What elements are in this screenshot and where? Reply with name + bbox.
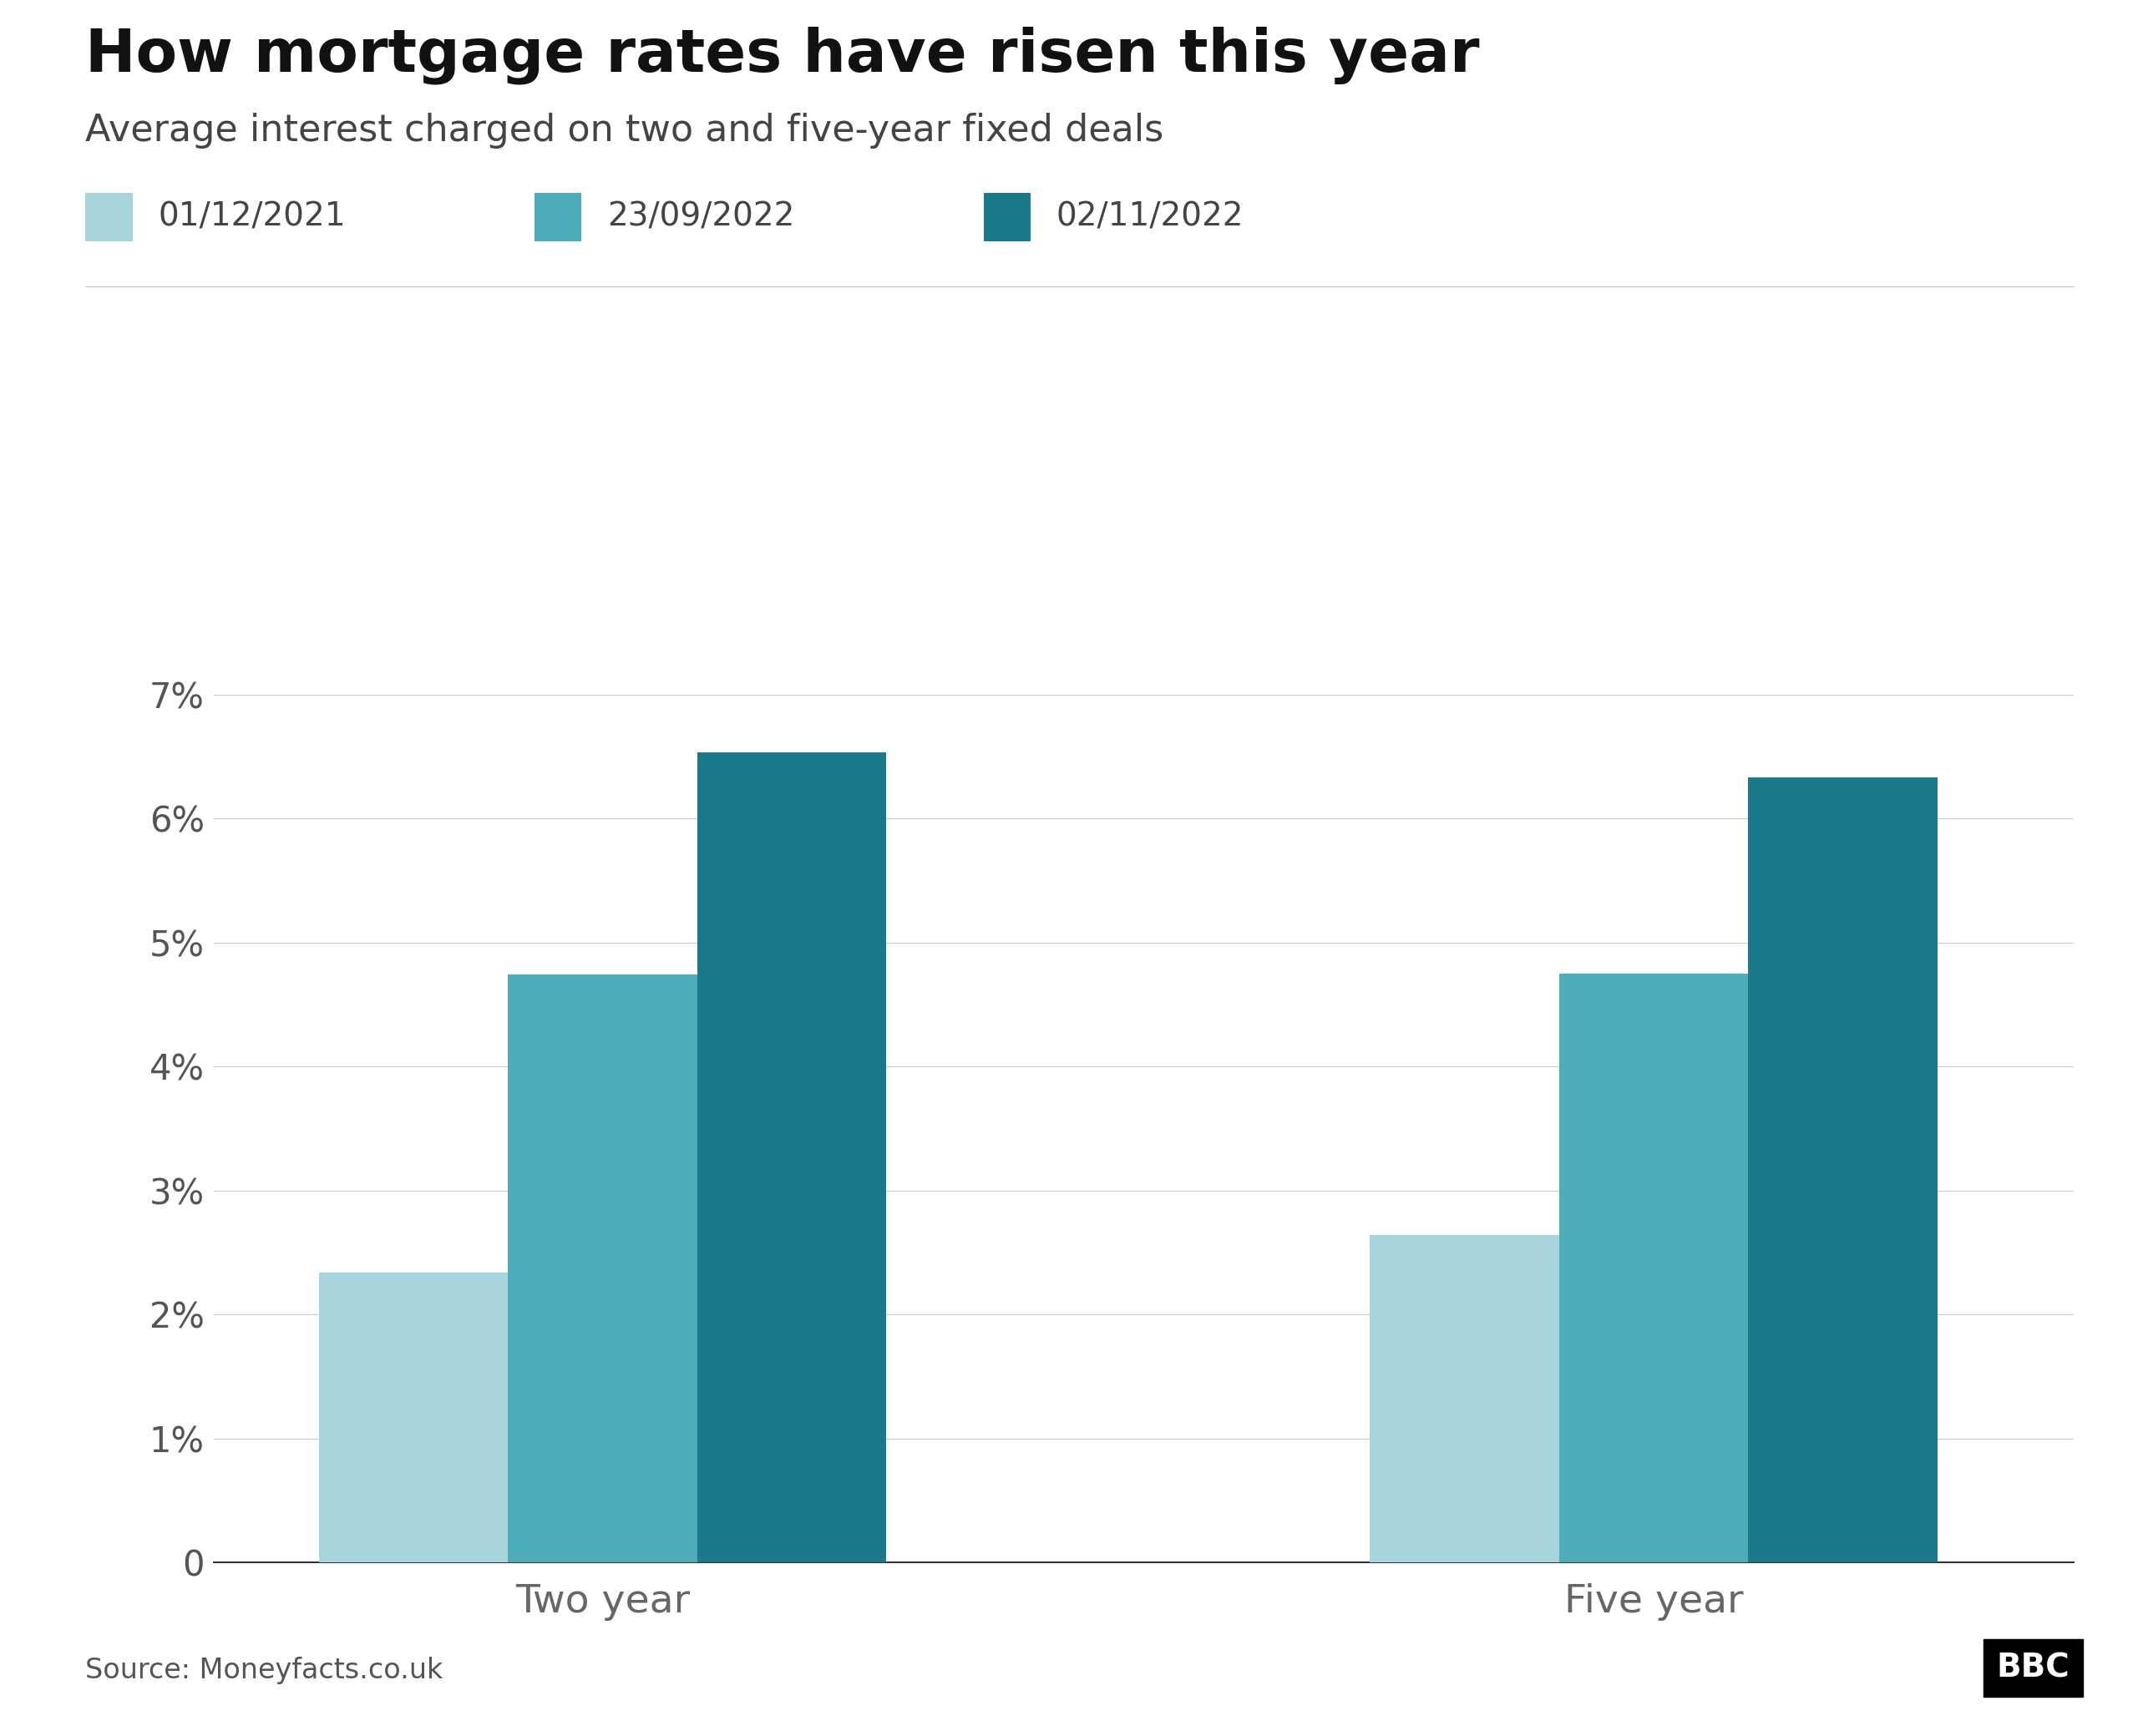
Bar [509,974,697,1562]
Text: 23/09/2022: 23/09/2022 [607,201,795,233]
Bar [1749,778,1937,1562]
Text: 01/12/2021: 01/12/2021 [158,201,346,233]
Bar [1559,974,1749,1562]
Bar [697,753,887,1562]
Text: BBC: BBC [1997,1653,2070,1684]
Bar [1370,1234,1559,1562]
Text: How mortgage rates have risen this year: How mortgage rates have risen this year [86,26,1479,83]
Text: Average interest charged on two and five-year fixed deals: Average interest charged on two and five… [86,113,1163,149]
Text: Source: Moneyfacts.co.uk: Source: Moneyfacts.co.uk [86,1656,443,1684]
Text: 02/11/2022: 02/11/2022 [1056,201,1244,233]
Bar [319,1272,509,1562]
